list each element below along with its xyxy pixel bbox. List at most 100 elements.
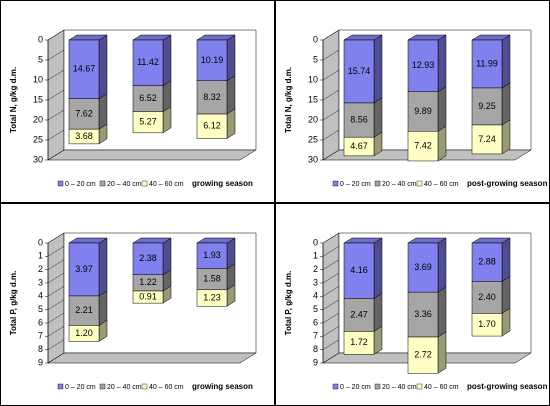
- bar-face: [68, 242, 100, 297]
- grid-line: [47, 299, 65, 310]
- legend-label: 40 – 60 cm: [424, 181, 459, 188]
- bar-face: [132, 111, 164, 134]
- value-label: 1.70: [478, 319, 496, 329]
- y-tick-label: 25: [308, 134, 318, 144]
- bar-face: [373, 237, 383, 299]
- bar-face: [98, 290, 108, 326]
- bar-face: [437, 331, 447, 374]
- y-tick-label: 0: [313, 34, 318, 44]
- legend-swatch: [332, 180, 339, 187]
- grid-line: [322, 286, 340, 297]
- value-label: 14.67: [73, 64, 96, 74]
- value-label: 2.38: [139, 253, 157, 263]
- bar-segment: [132, 34, 172, 87]
- y-tick-label: 30: [33, 154, 43, 164]
- bar-segment: [407, 331, 447, 374]
- grid-line: [322, 49, 340, 61]
- y-tick-label: 8: [38, 344, 43, 354]
- bar-face: [471, 39, 503, 89]
- bar-face: [162, 34, 172, 87]
- legend-swatch: [141, 180, 148, 187]
- bar-face: [437, 125, 447, 162]
- grid-line: [47, 286, 65, 297]
- bar-face: [196, 242, 228, 269]
- y-tick-label: 0: [38, 34, 43, 44]
- bar-face: [471, 87, 503, 126]
- legend-label: 20 – 40 cm: [382, 181, 417, 188]
- grid-line: [322, 272, 340, 284]
- bar-face: [343, 298, 375, 332]
- bar-face: [437, 237, 447, 293]
- bar-segment: [343, 293, 383, 332]
- legend-label: 40 – 60 cm: [149, 384, 184, 391]
- legend-swatch: [99, 383, 106, 390]
- y-tick-label: 7: [38, 331, 43, 341]
- bar-face: [373, 325, 383, 355]
- bar-face: [437, 86, 447, 132]
- bar-face: [471, 242, 503, 282]
- legend-swatch: [141, 383, 148, 390]
- bar-face: [373, 293, 383, 332]
- value-label: 4.16: [350, 265, 368, 275]
- legend-label: 40 – 60 cm: [424, 384, 459, 391]
- y-tick-label: 20: [308, 114, 318, 124]
- bar-face: [68, 39, 100, 99]
- value-label: 1.72: [350, 337, 368, 347]
- season-annotation: post-growing season: [467, 382, 548, 391]
- y-tick-label: 5: [38, 54, 43, 64]
- y-tick-label: 30: [308, 154, 318, 164]
- bar-segment: [407, 237, 447, 293]
- y-tick-label: 20: [33, 114, 43, 124]
- bar-face: [132, 290, 164, 304]
- y-tick-label: 4: [38, 291, 43, 301]
- bar-face: [132, 39, 164, 86]
- season-annotation: growing season: [192, 382, 253, 391]
- bar-face: [437, 34, 447, 93]
- bar-segment: [68, 290, 108, 326]
- bar-face: [501, 82, 511, 126]
- bar-segment: [471, 34, 511, 89]
- bar-segment: [196, 237, 236, 270]
- bar-segment: [343, 131, 383, 157]
- bar-segment: [343, 97, 383, 138]
- bar-segment: [68, 93, 108, 130]
- bar-face: [196, 39, 228, 82]
- y-axis-label: Total N, g/kg d.m.: [9, 67, 18, 133]
- grid-line: [47, 149, 65, 161]
- grid-line: [322, 69, 340, 81]
- floor: [47, 149, 257, 161]
- bar-face: [68, 98, 100, 130]
- bar-face: [68, 128, 100, 145]
- bar-segment: [407, 125, 447, 162]
- legend-swatch: [374, 383, 381, 390]
- value-label: 7.24: [478, 134, 496, 144]
- value-label: 3.68: [75, 131, 93, 141]
- bar-face: [196, 289, 228, 307]
- legend-label: 20 – 40 cm: [382, 384, 417, 391]
- bar-face: [226, 237, 236, 270]
- legend-swatch: [332, 383, 339, 390]
- value-label: 6.52: [139, 93, 157, 103]
- bar-face: [226, 75, 236, 115]
- legend-swatch: [374, 180, 381, 187]
- bar-face: [501, 307, 511, 337]
- value-label: 10.19: [201, 55, 224, 65]
- value-label: 11.99: [476, 58, 498, 68]
- y-tick-label: 10: [33, 74, 43, 84]
- grid-line: [322, 299, 340, 310]
- legend-label: 0 – 20 cm: [340, 384, 371, 391]
- y-tick-label: 2: [38, 264, 43, 274]
- legend-swatch: [57, 383, 64, 390]
- y-tick-label: 6: [313, 317, 318, 327]
- legend-swatch: [57, 180, 64, 187]
- bar-segment: [196, 108, 236, 139]
- bar-segment: [343, 325, 383, 355]
- bar-face: [501, 119, 511, 155]
- y-tick-label: 15: [33, 94, 43, 104]
- bar-segment: [68, 34, 108, 100]
- bar-face: [98, 237, 108, 297]
- bar-face: [471, 313, 503, 337]
- bar-face: [132, 85, 164, 113]
- bar-face: [501, 237, 511, 282]
- y-axis-label: Total P, g/kg d.m.: [284, 271, 293, 336]
